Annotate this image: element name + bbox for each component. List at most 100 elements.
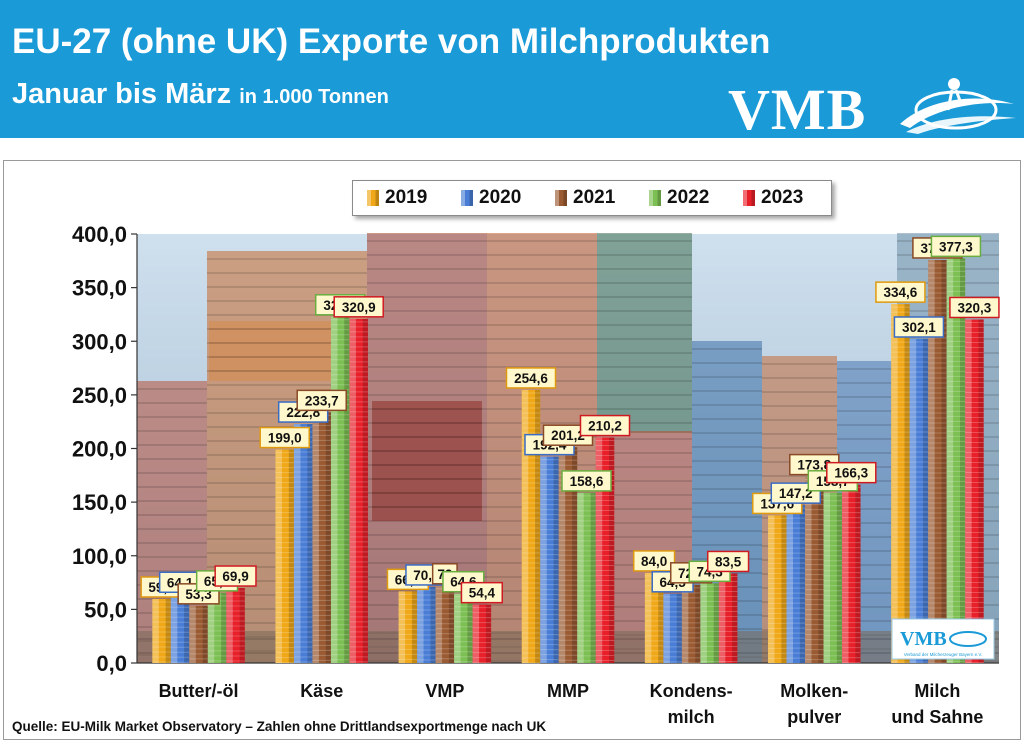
period-label: Januar bis März bbox=[12, 78, 232, 110]
bar-2023-4 bbox=[718, 573, 738, 663]
y-tick-label: 250,0 bbox=[72, 383, 127, 408]
bar-2022-4 bbox=[700, 583, 719, 663]
unit-label: in 1.000 Tonnen bbox=[239, 86, 389, 108]
bar-2021-4 bbox=[681, 584, 701, 664]
legend-label: 2023 bbox=[761, 187, 804, 208]
legend-swatch bbox=[555, 190, 567, 206]
category-label: Käse bbox=[300, 681, 343, 701]
data-label-2021-1: 233,7 bbox=[296, 389, 347, 412]
bar-2022-6 bbox=[946, 258, 966, 663]
category-labels: Butter/-öl Käse VMP MMP Kondens-milch Molken-… bbox=[159, 681, 984, 727]
category-label-line2: und Sahne bbox=[891, 707, 983, 727]
bar-2020-2 bbox=[417, 586, 436, 663]
svg-text:210,2: 210,2 bbox=[588, 419, 622, 434]
data-label-2023-2: 54,4 bbox=[460, 581, 504, 604]
bar-2020-6 bbox=[909, 338, 929, 663]
vmb-logo: VMB bbox=[728, 70, 1018, 142]
legend-label: 2022 bbox=[667, 187, 710, 208]
bar-2022-1 bbox=[330, 316, 350, 663]
data-label-2019-1: 199,0 bbox=[259, 426, 310, 449]
bar-2020-1 bbox=[293, 424, 313, 663]
svg-text:201,2: 201,2 bbox=[551, 428, 585, 443]
data-label-2023-1: 320,9 bbox=[333, 296, 384, 318]
data-label-2019-3: 254,6 bbox=[505, 367, 557, 389]
chart-subtitle: Januar bis März in 1.000 Tonnen bbox=[12, 78, 389, 111]
svg-text:166,3: 166,3 bbox=[834, 466, 868, 481]
bar-2023-3 bbox=[595, 437, 615, 663]
category-label-line2: milch bbox=[668, 707, 715, 727]
title-banner: EU-27 (ohne UK) Exporte von Milchprodukt… bbox=[0, 0, 1024, 142]
svg-text:233,7: 233,7 bbox=[305, 393, 339, 408]
data-label-2023-6: 320,3 bbox=[949, 296, 1000, 319]
bar-2022-2 bbox=[454, 593, 473, 663]
legend-label: 2020 bbox=[479, 187, 522, 208]
svg-text:Verband der Milcherzeuger Baye: Verband der Milcherzeuger Bayern e.V. bbox=[904, 652, 982, 657]
legend: 2019 2020 2021 2022 2023 bbox=[352, 180, 832, 216]
bar-2021-0 bbox=[189, 605, 208, 663]
category-label: VMP bbox=[425, 681, 464, 701]
data-label-2020-6: 302,1 bbox=[893, 316, 945, 338]
bar-2020-3 bbox=[540, 456, 559, 663]
svg-text:83,5: 83,5 bbox=[715, 554, 742, 569]
y-tick-label: 300,0 bbox=[72, 329, 127, 354]
data-label-2022-6: 377,3 bbox=[930, 235, 982, 258]
bar-2020-0 bbox=[170, 594, 190, 663]
bar-chart: 0,0 50,0 100,0 150,0 200,0 250,0 300,0 350,0 400… bbox=[72, 222, 1000, 727]
bar-2022-0 bbox=[207, 592, 227, 663]
category-label: Milch bbox=[914, 681, 960, 701]
svg-text:334,6: 334,6 bbox=[884, 285, 918, 300]
y-tick-label: 100,0 bbox=[72, 544, 127, 569]
bar-2019-2 bbox=[398, 591, 418, 663]
bar-2019-6 bbox=[891, 304, 910, 663]
legend-swatch bbox=[649, 190, 661, 206]
svg-text:302,1: 302,1 bbox=[902, 320, 936, 335]
bar-2020-4 bbox=[663, 593, 682, 663]
y-tick-label: 400,0 bbox=[72, 222, 127, 247]
bar-2023-6 bbox=[965, 319, 984, 663]
svg-text:84,0: 84,0 bbox=[641, 554, 667, 569]
chart-frame: 0,0 50,0 100,0 150,0 200,0 250,0 300,0 350,0 400… bbox=[3, 160, 1021, 740]
svg-text:254,6: 254,6 bbox=[514, 371, 548, 386]
bar-2019-3 bbox=[521, 389, 541, 664]
bar-2022-3 bbox=[577, 492, 596, 663]
y-tick-label: 150,0 bbox=[72, 490, 127, 515]
data-label-2023-4: 83,5 bbox=[706, 550, 750, 573]
bar-2019-1 bbox=[275, 449, 294, 664]
legend-swatch bbox=[367, 190, 379, 206]
axes: 0,0 50,0 100,0 150,0 200,0 250,0 300,0 350,0 400… bbox=[72, 222, 999, 676]
bar-2023-5 bbox=[842, 484, 861, 664]
data-label-2019-6: 334,6 bbox=[875, 281, 926, 303]
data-label-2023-0: 69,9 bbox=[214, 565, 257, 587]
svg-text:VMB: VMB bbox=[900, 628, 947, 650]
category-label: MMP bbox=[547, 681, 589, 701]
bar-2020-5 bbox=[786, 505, 806, 663]
legend-swatch bbox=[461, 190, 473, 206]
bar-2021-1 bbox=[312, 412, 331, 663]
category-label: Butter/-öl bbox=[159, 681, 239, 701]
data-label-2022-3: 158,6 bbox=[561, 470, 612, 492]
bar-2019-4 bbox=[644, 572, 664, 663]
svg-text:320,9: 320,9 bbox=[342, 300, 376, 315]
source-note: Quelle: EU-Milk Market Observatory – Zah… bbox=[12, 719, 547, 734]
legend-swatch bbox=[743, 190, 755, 206]
bar-2021-2 bbox=[435, 585, 455, 663]
svg-text:199,0: 199,0 bbox=[268, 431, 302, 446]
vmb-swirl-icon bbox=[900, 78, 1016, 134]
svg-text:320,3: 320,3 bbox=[958, 300, 992, 315]
svg-text:69,9: 69,9 bbox=[222, 569, 248, 584]
bar-2019-0 bbox=[152, 598, 171, 663]
bar-2022-5 bbox=[823, 492, 843, 663]
legend-label: 2019 bbox=[385, 187, 428, 208]
y-tick-label: 200,0 bbox=[72, 437, 127, 462]
y-tick-label: 0,0 bbox=[96, 651, 127, 676]
bar-2021-5 bbox=[805, 476, 824, 663]
svg-text:54,4: 54,4 bbox=[469, 586, 496, 601]
bar-2023-2 bbox=[472, 604, 492, 664]
bar-2023-1 bbox=[349, 318, 368, 663]
svg-text:377,3: 377,3 bbox=[939, 239, 973, 254]
data-label-2023-3: 210,2 bbox=[579, 414, 631, 437]
vmb-logo-text: VMB bbox=[728, 77, 867, 142]
y-tick-label: 350,0 bbox=[72, 276, 127, 301]
category-label-line2: pulver bbox=[787, 707, 841, 727]
legend-label: 2021 bbox=[573, 187, 616, 208]
